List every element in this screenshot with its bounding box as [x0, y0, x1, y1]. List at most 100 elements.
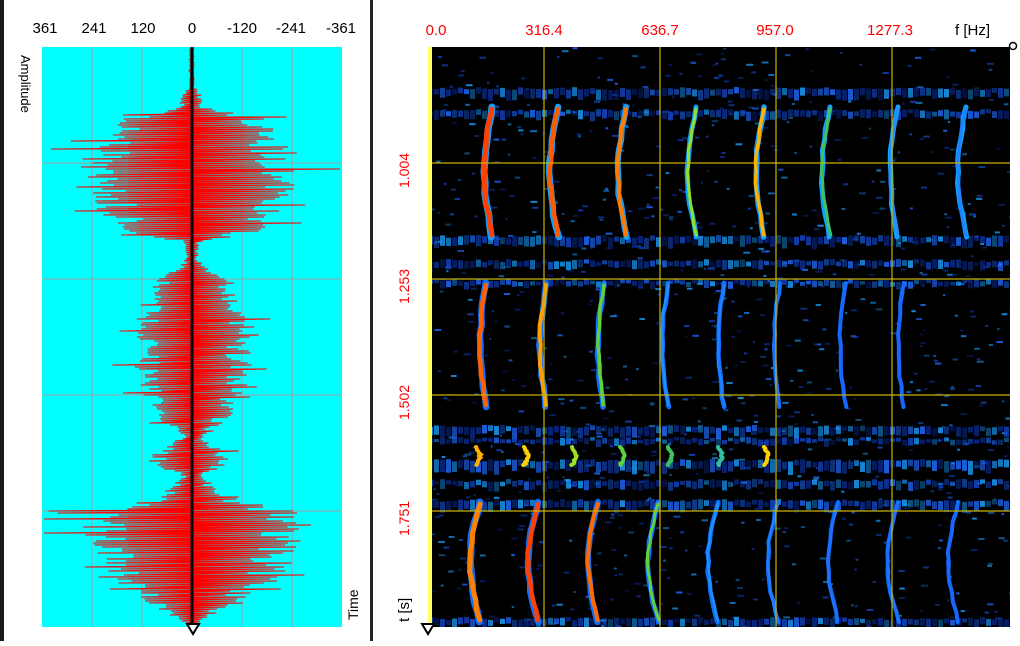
- spectrogram-left-edge: [428, 47, 432, 627]
- resize-circle-icon[interactable]: [1008, 41, 1018, 51]
- noise-speck: [917, 507, 920, 510]
- noise-speck: [859, 63, 862, 66]
- noise-speck: [1006, 170, 1010, 173]
- noise-speck: [569, 399, 574, 402]
- band-segment: [512, 459, 517, 471]
- band-segment: [944, 461, 949, 473]
- noise-speck: [1005, 417, 1010, 420]
- band-segment: [470, 235, 475, 243]
- triangle-marker-icon[interactable]: [185, 622, 201, 636]
- noise-speck: [467, 320, 475, 323]
- band-segment: [434, 110, 439, 120]
- noise-speck: [919, 609, 923, 612]
- noise-speck: [713, 312, 721, 314]
- band-segment: [686, 281, 691, 287]
- band-segment: [560, 111, 565, 116]
- band-segment: [506, 459, 511, 465]
- frequency-tick: 636.7: [641, 22, 679, 39]
- band-segment: [656, 437, 661, 442]
- band-segment: [446, 619, 451, 626]
- noise-speck: [882, 72, 889, 74]
- band-segment: [938, 459, 943, 469]
- noise-speck: [944, 146, 950, 149]
- band-segment: [566, 280, 571, 287]
- noise-speck: [563, 571, 570, 574]
- band-segment: [458, 280, 463, 286]
- band-segment: [698, 499, 703, 510]
- band-segment: [710, 618, 715, 624]
- band-segment: [710, 236, 715, 244]
- band-segment: [506, 110, 511, 118]
- band-segment: [992, 88, 997, 93]
- noise-speck: [784, 545, 790, 548]
- noise-speck: [580, 406, 586, 409]
- band-segment: [596, 261, 601, 266]
- band-segment: [650, 260, 655, 267]
- band-segment: [902, 426, 907, 437]
- band-segment: [662, 500, 667, 508]
- harmonic-streak: [956, 107, 968, 237]
- noise-speck: [714, 180, 718, 183]
- band-segment: [656, 89, 661, 96]
- triangle-marker-icon[interactable]: [420, 622, 436, 636]
- noise-speck: [457, 250, 465, 252]
- harmonic-streak: [888, 107, 900, 237]
- noise-speck: [443, 182, 447, 185]
- harmonic-streak: [585, 502, 600, 622]
- band-segment: [662, 236, 667, 247]
- noise-speck: [744, 467, 751, 469]
- band-segment: [914, 427, 919, 435]
- band-segment: [806, 236, 811, 246]
- band-segment: [560, 87, 565, 96]
- band-segment: [824, 460, 829, 471]
- noise-speck: [752, 341, 755, 344]
- band-segment: [884, 110, 889, 119]
- harmonic-streak: [753, 107, 766, 237]
- noise-speck: [636, 595, 641, 598]
- band-segment: [974, 479, 979, 489]
- noise-speck: [474, 215, 478, 218]
- noise-speck: [755, 221, 762, 224]
- noise-speck: [851, 309, 857, 312]
- band-segment: [512, 499, 517, 508]
- band-segment: [878, 481, 883, 490]
- band-segment: [902, 236, 907, 242]
- noise-speck: [572, 253, 578, 256]
- band-segment: [764, 260, 769, 266]
- noise-speck: [1002, 400, 1005, 403]
- band-segment: [986, 460, 991, 474]
- noise-speck: [489, 615, 494, 618]
- noise-speck: [967, 203, 971, 205]
- noise-speck: [711, 124, 715, 127]
- spectrogram-plot[interactable]: [428, 47, 1010, 627]
- noise-speck: [517, 126, 522, 129]
- band-segment: [728, 235, 733, 245]
- noise-speck: [612, 134, 619, 137]
- band-segment: [860, 425, 865, 432]
- noise-speck: [642, 86, 649, 88]
- band-segment: [578, 427, 583, 439]
- waveform-plot[interactable]: [42, 47, 342, 627]
- band-segment: [818, 461, 823, 472]
- noise-speck: [719, 156, 725, 158]
- panel-divider[interactable]: [370, 0, 373, 646]
- band-segment: [560, 235, 565, 247]
- band-segment: [812, 260, 817, 269]
- band-segment: [632, 439, 637, 445]
- band-segment: [860, 236, 865, 244]
- band-segment: [764, 618, 769, 625]
- band-segment: [800, 87, 805, 96]
- band-segment: [638, 481, 643, 491]
- noise-speck: [781, 430, 786, 432]
- band-segment: [824, 439, 829, 447]
- noise-speck: [493, 138, 500, 141]
- noise-speck: [909, 449, 914, 452]
- noise-speck: [544, 155, 547, 158]
- frequency-tick: 1277.3: [867, 22, 913, 39]
- noise-speck: [802, 268, 808, 271]
- band-segment: [536, 439, 541, 444]
- noise-speck: [734, 364, 738, 367]
- band-segment: [914, 87, 919, 97]
- band-segment: [458, 426, 463, 434]
- band-segment: [476, 438, 481, 443]
